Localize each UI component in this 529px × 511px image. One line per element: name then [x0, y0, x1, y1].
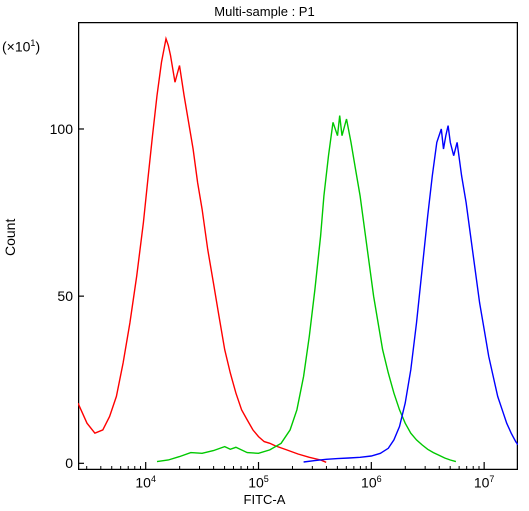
- plot-svg: [78, 22, 518, 470]
- x-axis-label: FITC-A: [0, 492, 529, 507]
- series-green: [157, 116, 456, 462]
- y-tick-label: 0: [33, 455, 73, 471]
- series-red: [78, 39, 326, 463]
- x-tick-label: 105: [248, 474, 269, 491]
- flow-cytometry-histogram: Multi-sample : P1 (×101) Count FITC-A 0 5…: [0, 0, 529, 511]
- plot-area: [78, 22, 518, 470]
- y-axis-label: Count: [2, 218, 18, 255]
- x-tick-label: 107: [474, 474, 495, 491]
- series-blue: [304, 126, 518, 462]
- x-tick-label: 106: [361, 474, 382, 491]
- x-tick-label: 104: [135, 474, 156, 491]
- chart-title: Multi-sample : P1: [0, 4, 529, 19]
- y-tick-label: 50: [33, 288, 73, 304]
- y-tick-label: 100: [33, 121, 73, 137]
- y-axis-scale-label: (×101): [2, 38, 40, 55]
